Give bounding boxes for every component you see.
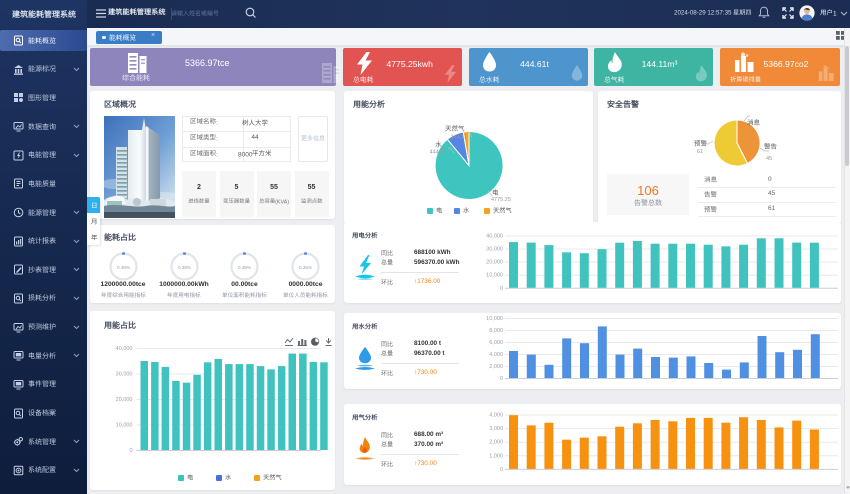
svg-text:0.38%: 0.38% xyxy=(177,265,190,270)
svg-text:1,000: 1,000 xyxy=(489,453,503,459)
svg-text:0.39%: 0.39% xyxy=(238,265,251,270)
svg-text:10,000: 10,000 xyxy=(486,316,503,322)
svg-text:0: 0 xyxy=(500,467,503,473)
svg-text:20,000: 20,000 xyxy=(116,397,133,403)
svg-text:444.62: 444.62 xyxy=(430,150,447,156)
svg-text:144.11: 144.11 xyxy=(451,135,467,141)
svg-text:0: 0 xyxy=(500,376,503,382)
svg-text:3,000: 3,000 xyxy=(489,426,503,432)
svg-text:0.35%: 0.35% xyxy=(299,265,312,270)
svg-text:10,000: 10,000 xyxy=(116,423,133,429)
svg-text:20,000: 20,000 xyxy=(486,260,503,266)
svg-text:0: 0 xyxy=(129,448,132,454)
svg-text:40,000: 40,000 xyxy=(116,346,133,352)
svg-text:30,000: 30,000 xyxy=(116,372,133,378)
svg-text:45: 45 xyxy=(766,156,772,162)
svg-text:61: 61 xyxy=(697,149,703,155)
svg-text:30,000: 30,000 xyxy=(486,247,503,253)
svg-text:4,000: 4,000 xyxy=(489,352,503,358)
svg-text:8,000: 8,000 xyxy=(489,328,503,334)
svg-text:10,000: 10,000 xyxy=(486,273,503,279)
svg-text:2,000: 2,000 xyxy=(489,364,503,370)
svg-text:4,000: 4,000 xyxy=(489,413,503,419)
svg-text:0: 0 xyxy=(500,286,503,292)
svg-text:40,000: 40,000 xyxy=(486,233,503,239)
svg-text:6,000: 6,000 xyxy=(489,340,503,346)
svg-text:4775.25: 4775.25 xyxy=(491,197,511,203)
svg-text:2,000: 2,000 xyxy=(489,440,503,446)
svg-text:0.38%: 0.38% xyxy=(116,265,129,270)
